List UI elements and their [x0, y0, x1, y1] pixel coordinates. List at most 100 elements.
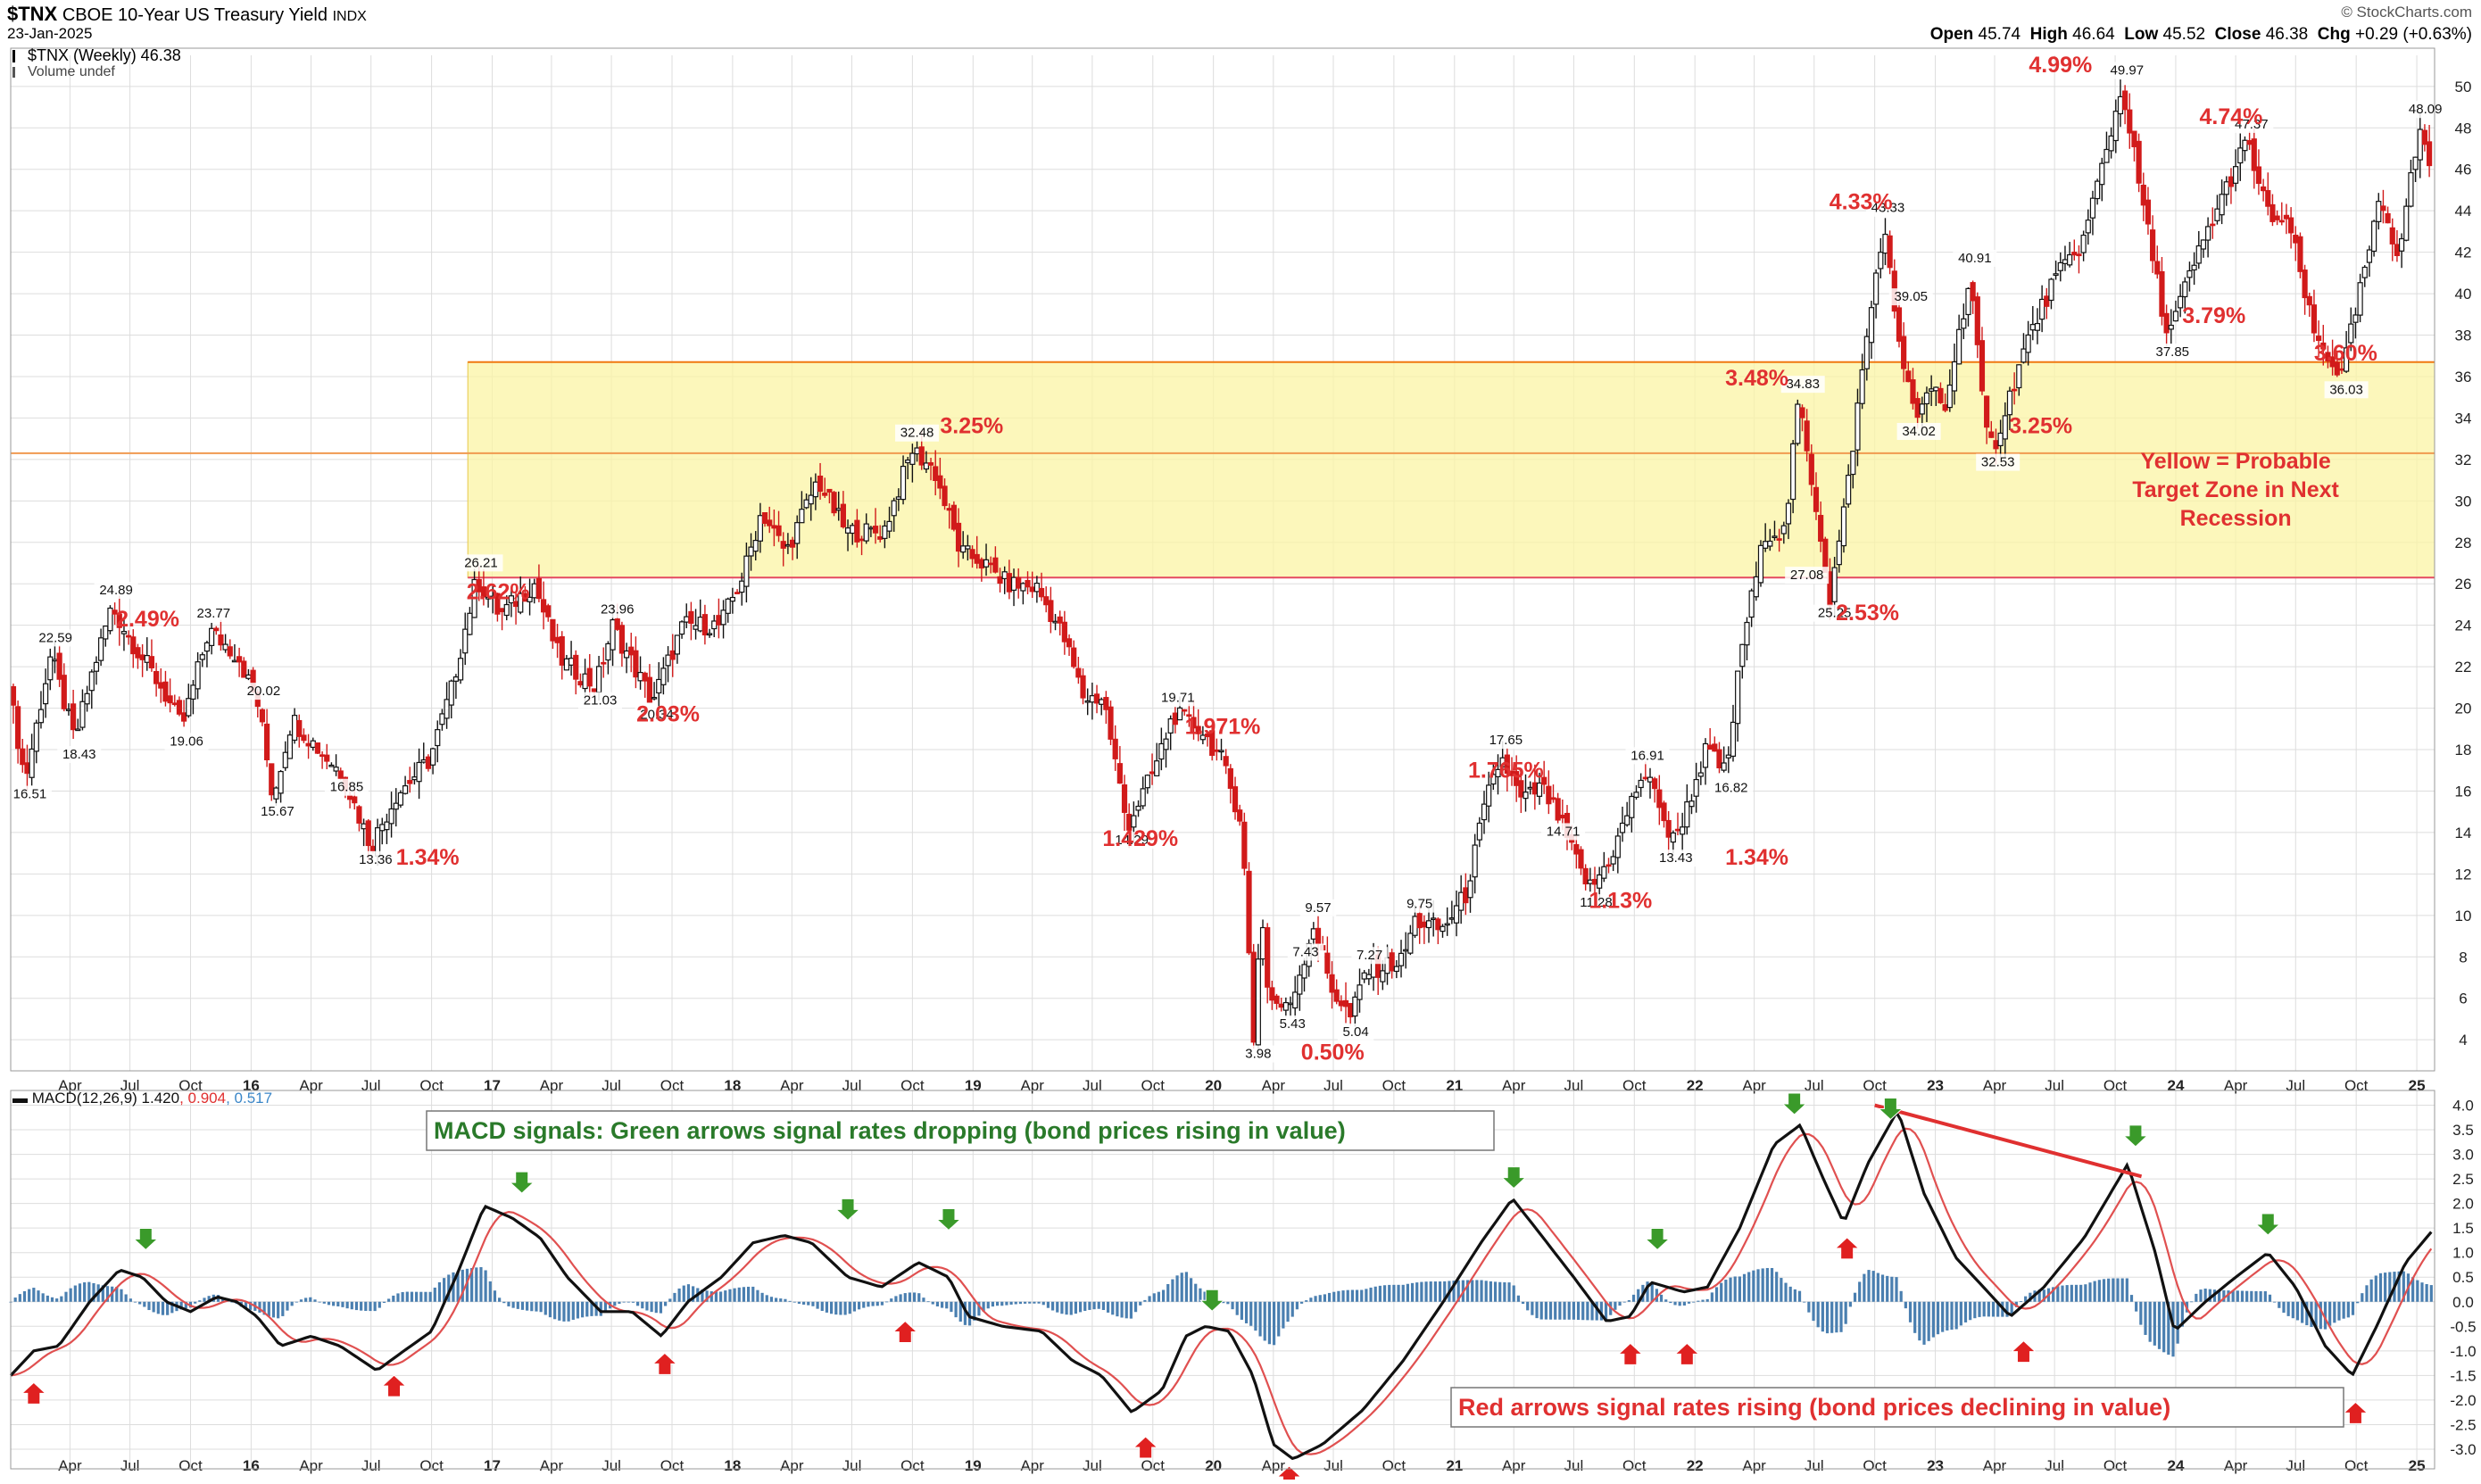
macd-histogram-bar	[1627, 1300, 1630, 1302]
candle-body	[2223, 181, 2229, 195]
x-tick-label: Oct	[178, 1457, 203, 1474]
candle-body	[2246, 140, 2253, 145]
macd-note-box	[426, 1110, 1495, 1151]
macd-histogram-bar	[507, 1301, 510, 1306]
candle-body	[1163, 738, 1169, 750]
candle-body	[1684, 801, 1690, 828]
macd-histogram-bar	[995, 1301, 1000, 1306]
green-arrow-icon	[1878, 1098, 1904, 1121]
candle-body	[918, 446, 925, 466]
macd-histogram-bar	[682, 1285, 685, 1302]
macd-histogram-bar	[2037, 1289, 2041, 1302]
macd-histogram-bar	[2328, 1301, 2332, 1326]
candle-body	[1214, 749, 1220, 752]
candle-body	[181, 712, 187, 722]
candle-body	[439, 713, 445, 725]
price-label-box	[1953, 249, 1997, 267]
y-tick-label: 10	[2455, 908, 2472, 924]
candle-body	[1735, 670, 1741, 725]
open-label: Open	[1929, 25, 1974, 44]
macd-histogram-bar	[2356, 1301, 2360, 1304]
macd-histogram-bar	[2052, 1287, 2055, 1302]
candle-body	[942, 485, 948, 507]
macd-y-tick-label: 3.5	[2452, 1122, 2474, 1139]
candle-body	[416, 761, 422, 783]
macd-histogram-bar	[686, 1284, 691, 1302]
macd-histogram-bar	[64, 1291, 68, 1302]
macd-histogram-bar	[1101, 1301, 1106, 1311]
candle-body	[1006, 573, 1012, 593]
candle-body	[2127, 109, 2133, 134]
macd-histogram-bar	[138, 1301, 142, 1305]
macd-histogram-bar	[22, 1290, 27, 1302]
candle-body	[29, 748, 35, 778]
candle-body	[863, 523, 869, 542]
price-label-box	[1274, 1015, 1311, 1032]
macd-histogram-bar	[143, 1301, 146, 1307]
candle-body	[2205, 226, 2211, 241]
macd-histogram-bar	[1314, 1296, 1317, 1302]
macd-histogram-bar	[1682, 1301, 1686, 1306]
x-tick-label: Apr	[1502, 1077, 1526, 1094]
macd-histogram-bar	[1323, 1294, 1326, 1302]
candle-body	[2389, 227, 2395, 245]
candle-body	[1486, 784, 1492, 807]
price-label-box	[1625, 747, 1670, 765]
macd-histogram-bar	[576, 1301, 580, 1319]
candle-body	[974, 553, 980, 564]
macd-histogram-bar	[443, 1278, 446, 1302]
macd-histogram-bar	[194, 1301, 197, 1304]
macd-histogram-bar	[1692, 1301, 1696, 1303]
x-tick-label: Jul	[2286, 1457, 2305, 1474]
macd-histogram-bar	[543, 1301, 547, 1315]
candle-body	[927, 462, 934, 466]
candle-body	[269, 763, 275, 796]
macd-y-tick-label: 1.5	[2452, 1220, 2474, 1237]
green-arrow-icon	[509, 1171, 535, 1194]
candle-body	[614, 618, 620, 630]
x-tick-label: Apr	[2224, 1077, 2248, 1094]
candle-body	[660, 667, 667, 685]
candle-body	[739, 580, 745, 593]
macd-histogram-bar	[373, 1301, 377, 1312]
macd-histogram-bar	[1028, 1301, 1032, 1304]
candle-body	[1859, 369, 1865, 404]
x-tick-label: Oct	[419, 1457, 444, 1474]
macd-histogram-bar	[170, 1301, 174, 1314]
candle-body	[2338, 368, 2345, 371]
candle-body	[52, 659, 58, 662]
macd-histogram-bar	[1037, 1301, 1041, 1304]
candle-body	[2302, 269, 2308, 299]
x-tick-label: 24	[2167, 1457, 2184, 1474]
macd-histogram-bar	[1807, 1301, 1811, 1313]
macd-histogram-bar	[203, 1297, 206, 1302]
macd-histogram-bar	[890, 1298, 893, 1302]
candle-body	[646, 676, 653, 703]
macd-histogram-bar	[797, 1301, 801, 1304]
macd-histogram-bar	[581, 1301, 585, 1318]
macd-histogram-bar	[1853, 1292, 1857, 1302]
volume-legend-icon	[12, 66, 24, 78]
candle-body	[1670, 832, 1676, 843]
yield-annotation: 3.25%	[940, 413, 1003, 438]
macd-histogram-bar	[1429, 1281, 1432, 1302]
yield-annotation: 3.25%	[2009, 413, 2072, 438]
macd-histogram-bar	[147, 1301, 151, 1311]
macd-histogram-bar	[60, 1296, 63, 1302]
macd-histogram-bar	[475, 1267, 478, 1302]
candle-body	[867, 526, 874, 530]
zone-note: Target Zone in Next	[2132, 477, 2339, 502]
price-label: 14.71	[1547, 824, 1581, 839]
x-tick-label: Oct	[1622, 1077, 1647, 1094]
macd-histogram-bar	[124, 1294, 128, 1302]
candle-body	[2089, 197, 2096, 219]
macd-histogram-bar	[1290, 1301, 1294, 1317]
candle-body	[2178, 295, 2184, 309]
macd-histogram-bar	[1765, 1267, 1769, 1302]
macd-histogram-bar	[1918, 1301, 1921, 1341]
macd-histogram-bar	[1586, 1301, 1589, 1321]
macd-histogram-bar	[1258, 1301, 1262, 1337]
x-tick-label: Jul	[1323, 1457, 1343, 1474]
macd-histogram-bar	[364, 1301, 368, 1312]
candle-body	[361, 823, 367, 830]
